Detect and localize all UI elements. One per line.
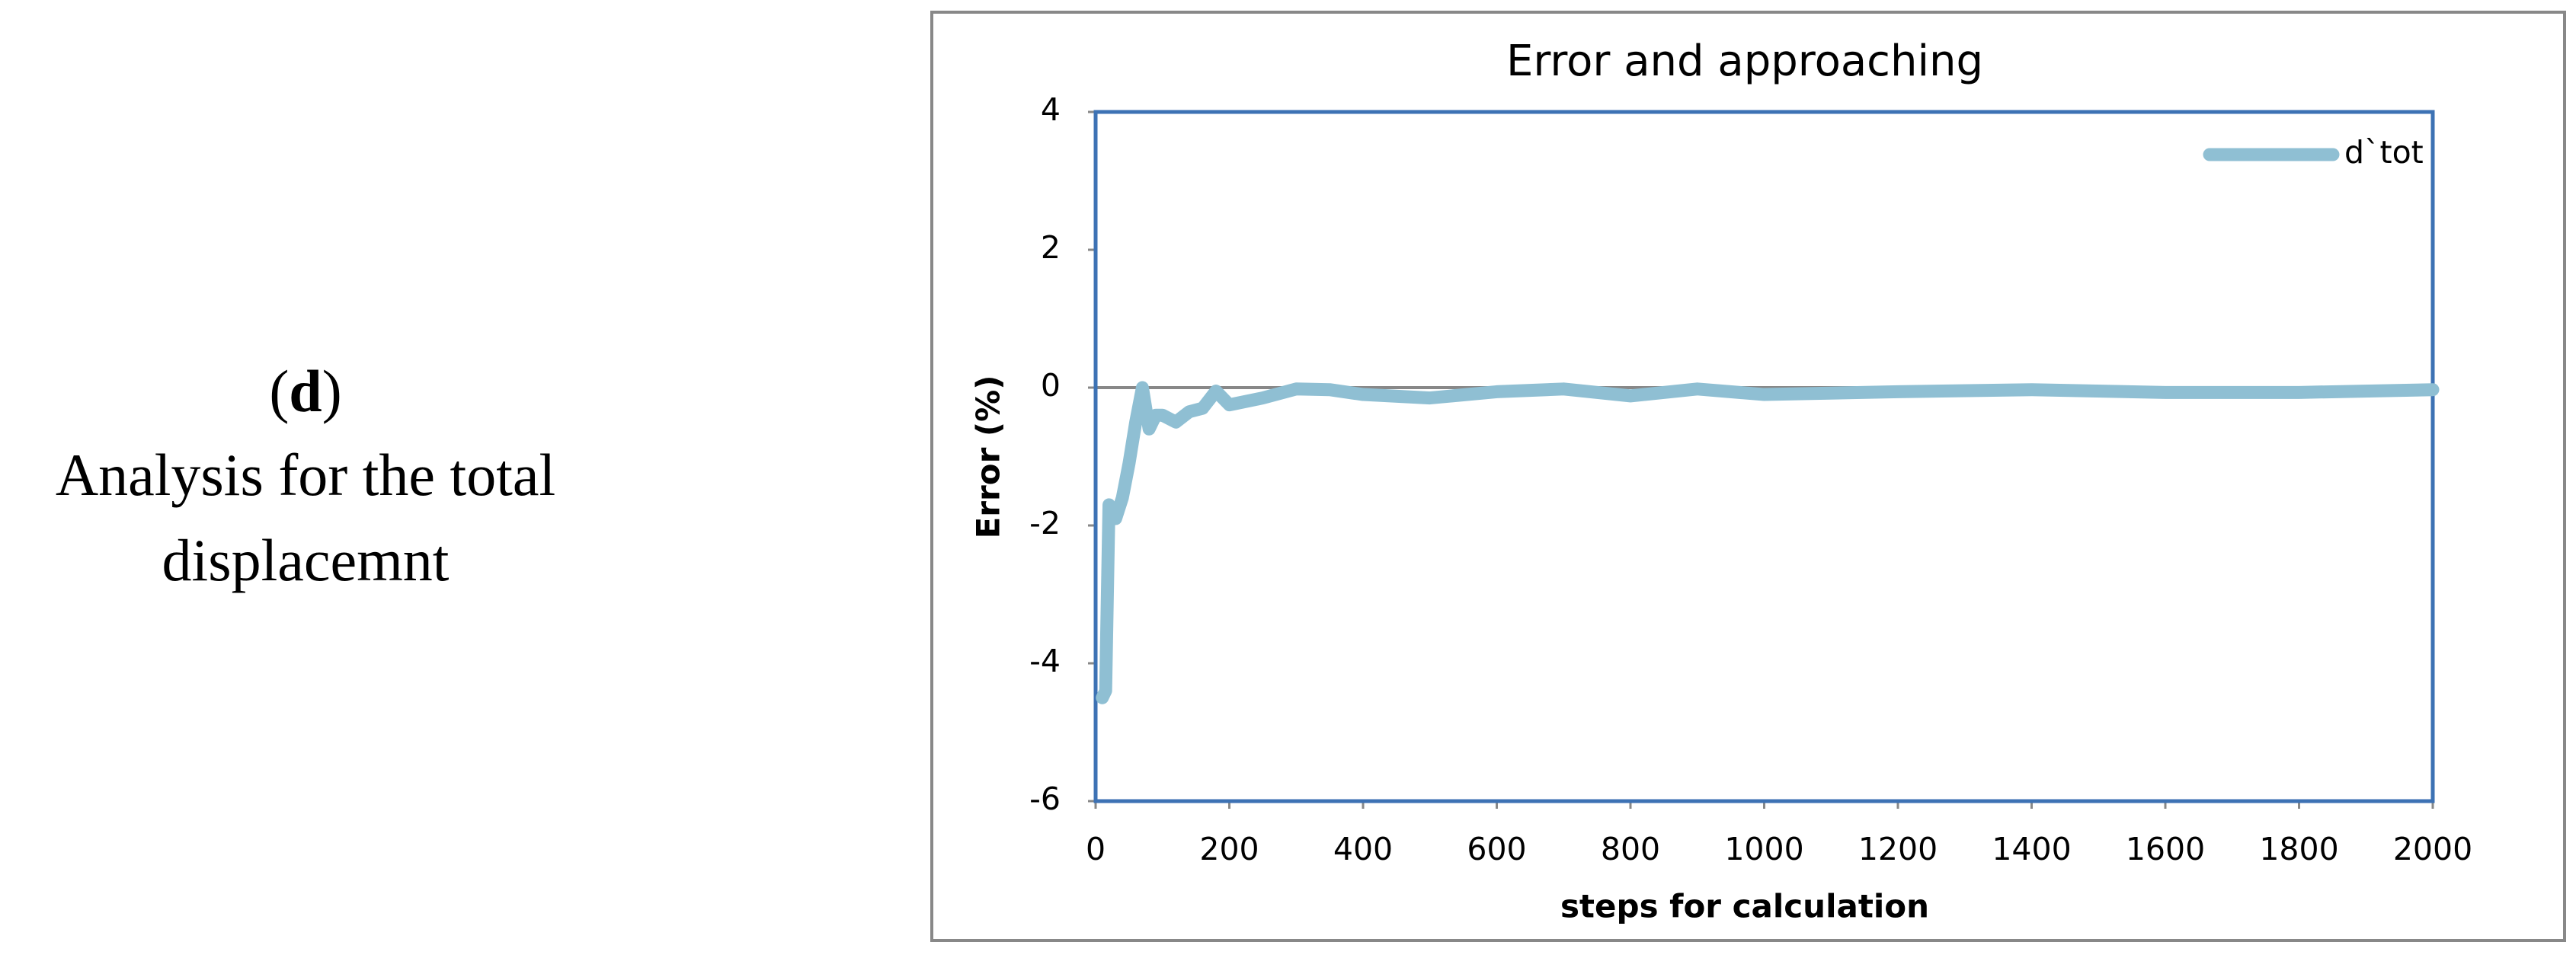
y-tick-label: -4 [1029, 643, 1061, 679]
x-axis-label: steps for calculation [1560, 888, 1929, 925]
y-tick-label: 0 [1041, 367, 1061, 404]
y-tick-label: -2 [1029, 505, 1061, 541]
x-tick-label: 1400 [1992, 831, 2071, 867]
label-letter: d [289, 358, 322, 424]
chart-title: Error and approaching [1506, 37, 1983, 86]
x-tick-label: 1600 [2126, 831, 2205, 867]
data-line [1096, 381, 2440, 704]
x-tick-label: 1800 [2259, 831, 2338, 867]
x-tick-label: 400 [1333, 831, 1393, 867]
y-tick-label: -6 [1029, 781, 1061, 817]
y-tick-label: 2 [1041, 229, 1061, 266]
caption-line: displacemnt [162, 527, 450, 593]
x-tick-label: 800 [1601, 831, 1660, 867]
paren: ) [322, 358, 342, 424]
x-tick-label: 2000 [2393, 831, 2472, 867]
y-axis-label: Error (%) [970, 375, 1007, 539]
x-tick-label: 200 [1199, 831, 1259, 867]
caption-line: Analysis for the total [56, 442, 555, 508]
y-tick-label: 4 [1041, 91, 1061, 128]
paren: ( [269, 358, 289, 424]
x-tick-label: 1000 [1724, 831, 1803, 867]
x-tick-label: 0 [1086, 831, 1106, 867]
legend-label: d`tot [2344, 134, 2424, 171]
plot-area [1093, 110, 2435, 803]
x-tick-label: 1200 [1858, 831, 1938, 867]
x-tick-label: 600 [1467, 831, 1526, 867]
caption-label: (d) [269, 358, 341, 424]
chart-frame [930, 11, 2566, 942]
